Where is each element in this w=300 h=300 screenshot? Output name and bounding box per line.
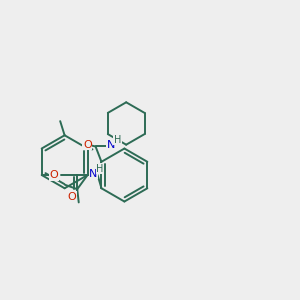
Text: O: O <box>68 191 76 202</box>
Text: N: N <box>89 169 98 178</box>
Text: H: H <box>96 164 103 173</box>
Text: H: H <box>114 135 121 145</box>
Text: O: O <box>50 170 58 180</box>
Text: O: O <box>83 140 92 150</box>
Text: N: N <box>107 140 115 150</box>
